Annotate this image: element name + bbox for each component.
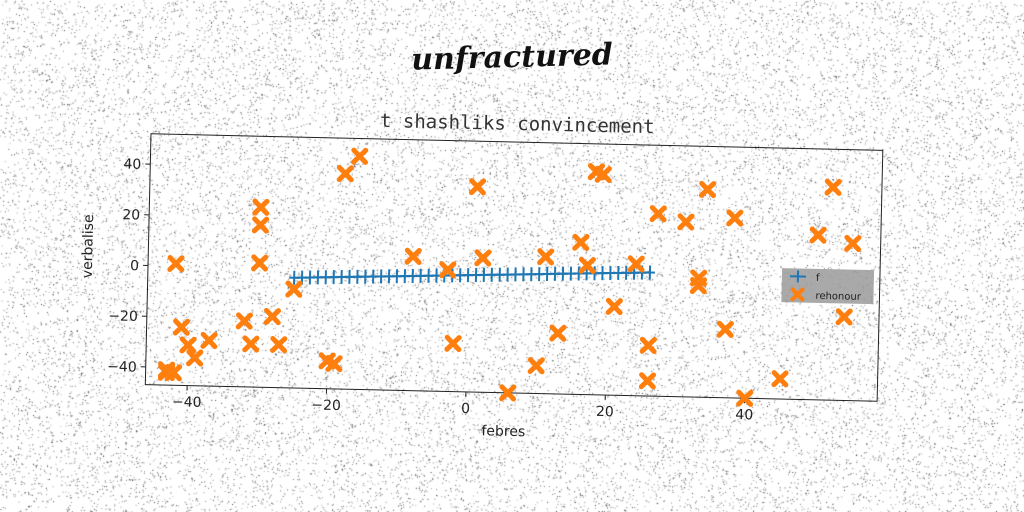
x-axis-ticks: −40 −20 0 20 40 bbox=[172, 385, 753, 423]
series-rehonour-point bbox=[689, 269, 708, 287]
legend-label-rehonour: rehonour bbox=[815, 291, 862, 303]
series-rehonour-point bbox=[474, 249, 492, 267]
series-rehonour-point bbox=[824, 178, 842, 196]
series-rehonour-point bbox=[251, 216, 270, 234]
series-rehonour-point bbox=[677, 213, 695, 231]
series-rehonour-point bbox=[285, 280, 303, 298]
series-rehonour-point bbox=[627, 255, 645, 273]
y-tick-label: −20 bbox=[108, 308, 138, 325]
series-rehonour-point bbox=[698, 180, 717, 199]
series-rehonour-point bbox=[549, 324, 567, 342]
series-rehonour-point bbox=[263, 307, 282, 326]
series-rehonour-point bbox=[499, 384, 517, 402]
series-f bbox=[289, 265, 655, 285]
series-rehonour-point bbox=[649, 205, 667, 223]
series-rehonour-point bbox=[179, 336, 197, 354]
series-rehonour-point bbox=[186, 349, 204, 367]
series-rehonour-point bbox=[200, 331, 218, 350]
series-rehonour-point bbox=[537, 248, 555, 266]
series-rehonour-point bbox=[325, 354, 343, 373]
series-rehonour-point bbox=[270, 335, 288, 354]
series-rehonour-point bbox=[242, 335, 260, 353]
series-rehonour-point bbox=[235, 312, 254, 330]
x-axis-label: febres bbox=[481, 423, 525, 440]
series-rehonour-point bbox=[594, 165, 612, 184]
legend: f rehonour bbox=[781, 268, 875, 305]
y-tick-label: 20 bbox=[122, 207, 140, 223]
series-rehonour-point bbox=[835, 308, 853, 326]
series-f-point bbox=[644, 265, 655, 280]
series-rehonour-point bbox=[527, 357, 545, 375]
x-tick-label: 20 bbox=[596, 404, 614, 420]
series-rehonour-point bbox=[809, 226, 827, 244]
y-tick-label: 40 bbox=[123, 157, 141, 173]
x-tick-label: −20 bbox=[311, 397, 341, 414]
series-rehonour-point bbox=[578, 256, 596, 274]
series-rehonour-point bbox=[771, 370, 789, 388]
series-rehonour-point bbox=[638, 372, 657, 390]
legend-marker-f bbox=[789, 270, 806, 283]
series-rehonour bbox=[157, 147, 862, 407]
series-rehonour-point bbox=[605, 297, 623, 316]
y-tick-label: −40 bbox=[107, 359, 137, 376]
legend-marker-rehonour bbox=[790, 287, 805, 302]
series-rehonour-point bbox=[336, 165, 354, 183]
series-rehonour-point bbox=[844, 234, 862, 253]
series-rehonour-point bbox=[639, 336, 657, 354]
legend-label-f: f bbox=[816, 273, 820, 284]
series-rehonour-point bbox=[164, 363, 183, 382]
series-rehonour-point bbox=[468, 178, 487, 196]
x-tick-label: 40 bbox=[735, 407, 753, 423]
y-tick-label: 0 bbox=[130, 258, 139, 274]
x-tick-label: −40 bbox=[172, 394, 202, 411]
series-rehonour-point bbox=[726, 209, 744, 227]
series-rehonour-point bbox=[736, 389, 754, 407]
series-rehonour-point bbox=[172, 318, 191, 336]
series-rehonour-point bbox=[444, 334, 462, 353]
series-rehonour-point bbox=[167, 254, 185, 273]
x-tick-label: 0 bbox=[461, 401, 470, 417]
series-rehonour-point bbox=[252, 198, 270, 216]
series-rehonour-point bbox=[572, 233, 590, 252]
series-rehonour-point bbox=[716, 320, 734, 338]
y-axis-label: verbalise bbox=[80, 214, 97, 278]
y-axis-ticks: −40 −20 0 20 40 bbox=[107, 157, 151, 376]
plot-area: t shashliks convincement −40 −20 0 20 40 −40… bbox=[80, 110, 884, 440]
series-rehonour-point bbox=[404, 247, 422, 265]
series-rehonour-point bbox=[251, 254, 269, 272]
series-rehonour-point bbox=[439, 261, 457, 279]
chart-title: t shashliks convincement bbox=[380, 110, 655, 138]
series-rehonour-point bbox=[351, 147, 369, 165]
